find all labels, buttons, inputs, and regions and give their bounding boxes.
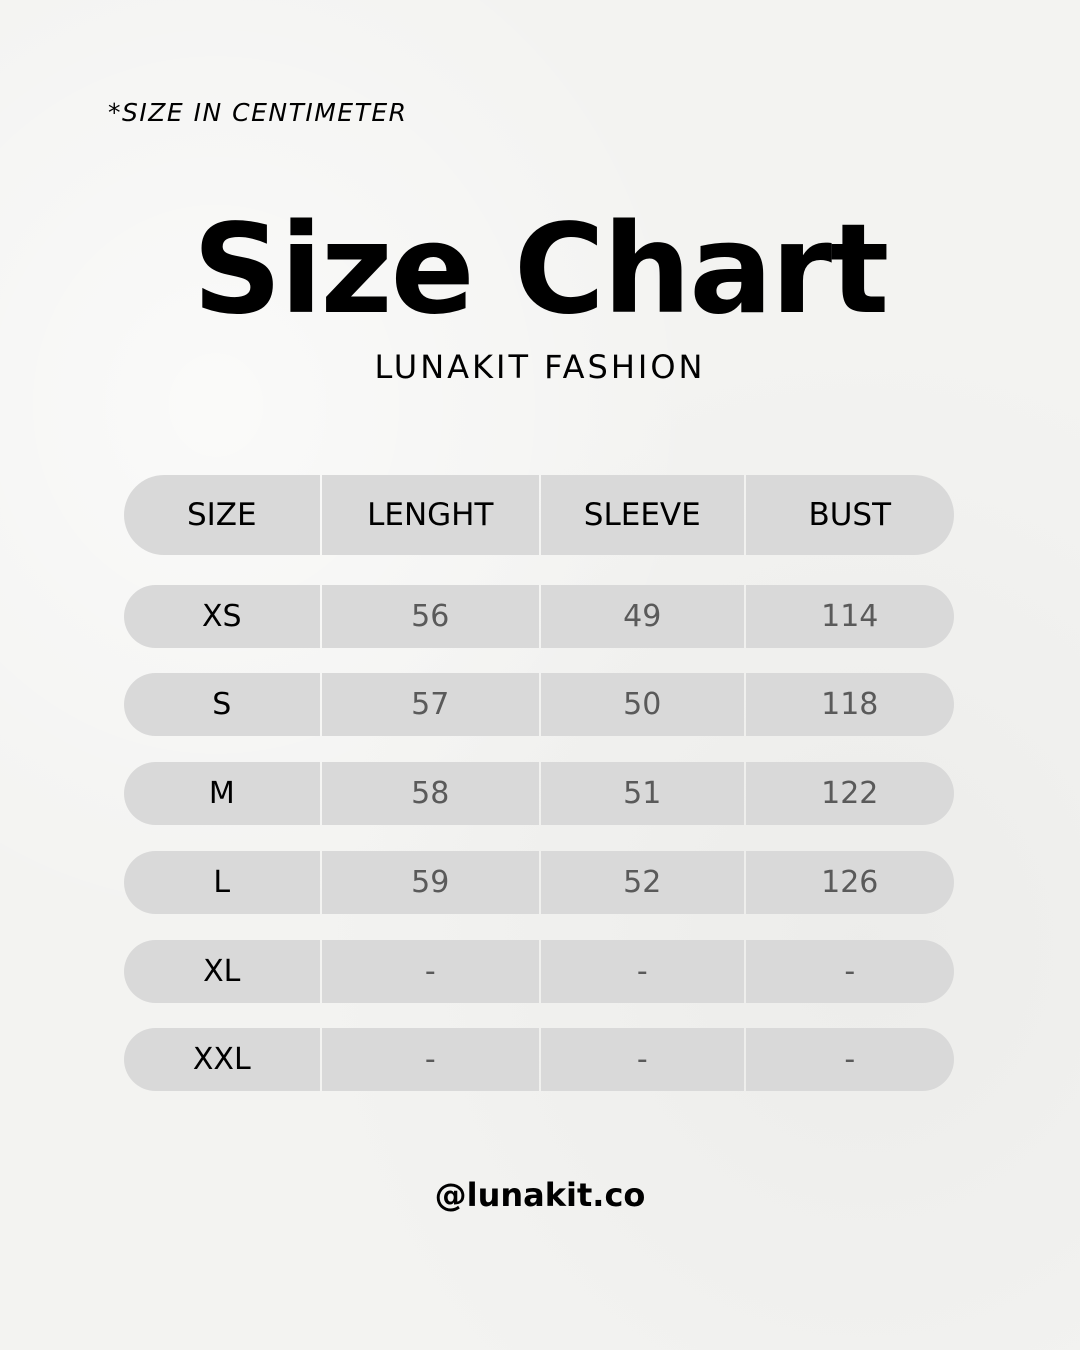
size-label: XS	[124, 585, 320, 648]
table-row: XXL - - -	[124, 1028, 955, 1091]
unit-note: *SIZE IN CENTIMETER	[108, 98, 408, 127]
measurement-cell: -	[745, 1028, 955, 1091]
measurement-cell: 52	[541, 851, 744, 914]
measurement-cell: -	[321, 1028, 539, 1091]
measurement-cell: -	[541, 940, 744, 1003]
table-row: XL - - -	[124, 940, 955, 1003]
measurement-cell: 126	[745, 851, 955, 914]
page-title: Size Chart	[192, 198, 890, 342]
measurement-cell: 122	[745, 762, 955, 825]
table-row: XS 56 49 114	[124, 585, 955, 648]
measurement-cell: 51	[541, 762, 744, 825]
social-handle: @lunakit.co	[434, 1176, 646, 1214]
header-sleeve: SLEEVE	[541, 475, 744, 555]
measurement-cell: 50	[541, 673, 744, 736]
measurement-cell: 58	[321, 762, 539, 825]
size-label: S	[124, 673, 320, 736]
brand-subtitle: LUNAKIT FASHION	[374, 348, 706, 386]
measurement-cell: 114	[745, 585, 955, 648]
size-label: L	[124, 851, 320, 914]
table-row: M 58 51 122	[124, 762, 955, 825]
size-label: XL	[124, 940, 320, 1003]
table-header: SIZE LENGHT SLEEVE BUST	[124, 475, 955, 555]
measurement-cell: -	[745, 940, 955, 1003]
size-label: M	[124, 762, 320, 825]
header-size: SIZE	[124, 475, 320, 555]
measurement-cell: 57	[321, 673, 539, 736]
measurement-cell: 118	[745, 673, 955, 736]
measurement-cell: -	[321, 940, 539, 1003]
measurement-cell: 49	[541, 585, 744, 648]
size-label: XXL	[124, 1028, 320, 1091]
measurement-cell: 56	[321, 585, 539, 648]
header-bust: BUST	[745, 475, 955, 555]
measurement-cell: -	[541, 1028, 744, 1091]
header-length: LENGHT	[321, 475, 539, 555]
table-row: S 57 50 118	[124, 673, 955, 736]
measurement-cell: 59	[321, 851, 539, 914]
table-row: L 59 52 126	[124, 851, 955, 914]
